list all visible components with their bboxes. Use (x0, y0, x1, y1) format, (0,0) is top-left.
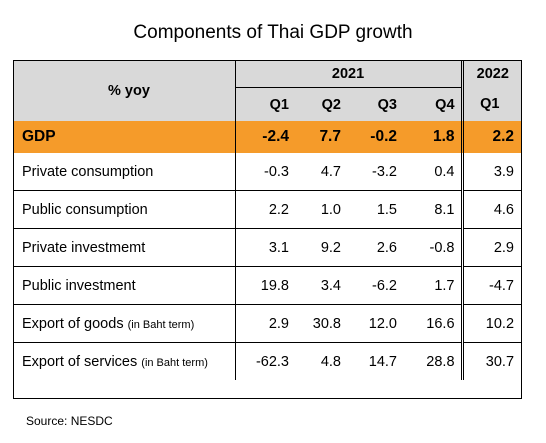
row-value: 2.9 (460, 228, 523, 267)
row-value: 9.2 (295, 228, 347, 267)
quarter-header: Q2 (295, 87, 347, 121)
row-label: Public investment (13, 266, 235, 305)
row-value: 3.1 (234, 228, 295, 267)
quarter-header: Q3 (347, 87, 403, 121)
row-label: Private consumption (22, 163, 154, 180)
row-value: 28.8 (403, 342, 463, 380)
table-row: Private investmemt 3.1 9.2 2.6 -0.8 2.9 (13, 228, 523, 267)
row-value: 4.8 (295, 342, 347, 380)
table-row: Private consumption -0.3 4.7 -3.2 0.4 3.… (13, 153, 523, 191)
row-value: 1.7 (403, 266, 463, 305)
quarter-header: Q4 (403, 87, 463, 121)
row-value: 30.7 (460, 342, 523, 380)
row-value: 3.9 (460, 153, 523, 191)
row-value: 2.9 (234, 304, 295, 343)
gdp-value: 7.7 (295, 121, 347, 153)
row-value: 16.6 (403, 304, 463, 343)
row-value: 12.0 (347, 304, 403, 343)
year-2021-header: 2021 (234, 60, 463, 88)
row-value: -62.3 (234, 342, 295, 380)
gdp-value: -0.2 (347, 121, 403, 153)
row-value: 2.2 (234, 190, 295, 229)
row-value: -4.7 (460, 266, 523, 305)
row-value: 19.8 (234, 266, 295, 305)
quarter-header: Q1 (460, 87, 523, 121)
table-row: Export of services (in Baht term) -62.3 … (13, 342, 523, 380)
gdp-label: GDP (13, 121, 235, 153)
table-row: Export of goods (in Baht term) 2.9 30.8 … (13, 304, 523, 343)
gdp-row: GDP -2.4 7.7 -0.2 1.8 2.2 (13, 121, 523, 153)
row-value: 0.4 (434, 163, 455, 180)
row-value: 4.7 (320, 163, 341, 180)
row-note: (in Baht term) (127, 318, 195, 331)
table-row: Public consumption 2.2 1.0 1.5 8.1 4.6 (13, 190, 523, 229)
gdp-value: -2.4 (234, 121, 295, 153)
row-value: 30.8 (295, 304, 347, 343)
table-row: Public investment 19.8 3.4 -6.2 1.7 -4.7 (13, 266, 523, 305)
row-value: 1.0 (295, 190, 347, 229)
row-value: -6.2 (347, 266, 403, 305)
row-value: 14.7 (347, 342, 403, 380)
gdp-value: 1.8 (403, 121, 463, 153)
row-value: 4.6 (460, 190, 523, 229)
row-label: Private investmemt (13, 228, 235, 267)
row-value: -3.2 (372, 163, 397, 180)
row-value: 10.2 (460, 304, 523, 343)
header-row-years: % yoy 2021 2022 (13, 60, 523, 121)
row-value: -0.3 (234, 153, 295, 191)
header-row-quarters: Q1 Q2 Q3 Q4 Q1 (13, 87, 523, 121)
table-title: Components of Thai GDP growth (133, 22, 413, 43)
row-value: 1.5 (347, 190, 403, 229)
row-note: (in Baht term) (141, 356, 208, 369)
source-note: Source: NESDC (26, 414, 113, 428)
quarter-header: Q1 (234, 87, 295, 121)
row-label: Export of services (in Baht term) (13, 342, 235, 380)
row-value: 2.6 (347, 228, 403, 267)
row-value: -0.8 (403, 228, 463, 267)
row-label: Export of goods (in Baht term) (13, 304, 235, 343)
row-value: 8.1 (403, 190, 463, 229)
row-label-header: % yoy (13, 60, 235, 121)
row-value: 3.4 (295, 266, 347, 305)
row-label: Public consumption (13, 190, 235, 229)
gdp-components-table: % yoy 2021 2022 Q1 Q2 Q3 Q4 Q1 GDP -2.4 … (13, 60, 523, 380)
year-2022-header: 2022 (460, 60, 523, 88)
gdp-value: 2.2 (460, 121, 523, 153)
